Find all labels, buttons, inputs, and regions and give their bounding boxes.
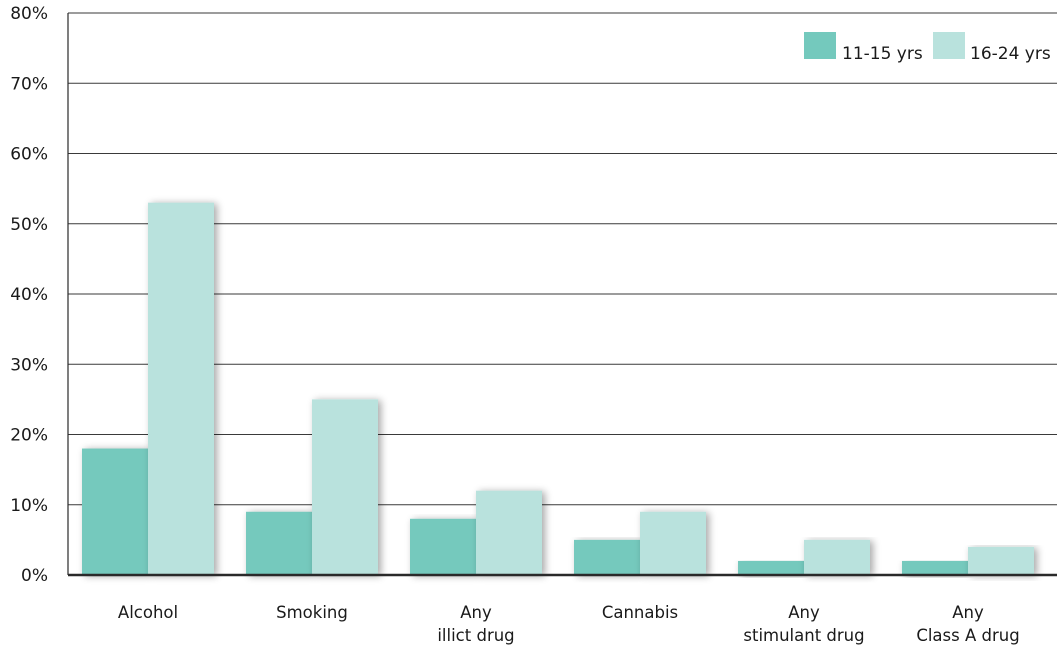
gridlines: [68, 12, 1057, 506]
legend-swatch: [933, 32, 965, 59]
y-tick-label: 80%: [10, 4, 48, 24]
legend-label: 11-15 yrs: [842, 44, 923, 64]
category-label: Any: [952, 603, 984, 622]
y-tick-label: 20%: [10, 426, 48, 446]
category-label: Any: [460, 603, 492, 622]
bar-series-1: [738, 560, 804, 575]
category-label: Alcohol: [118, 603, 178, 622]
bar-series-2: [640, 511, 706, 575]
bars: [82, 202, 1034, 576]
axes: [67, 13, 1057, 577]
x-axis-category-labels: Alcohol Smoking Any illict drug Cannabis Any s…: [118, 603, 1020, 645]
legend: 11-15 yrs 16-24 yrs: [804, 32, 1051, 64]
category-label: Any: [788, 603, 820, 622]
bar-series-2: [804, 539, 870, 575]
bar-series-1: [246, 511, 312, 575]
category-label: stimulant drug: [743, 626, 864, 645]
bar-series-2: [312, 399, 378, 575]
category-label: Smoking: [276, 603, 348, 622]
legend-swatch: [804, 32, 836, 59]
y-axis-tick-labels: 0% 10% 20% 30% 40% 50% 60% 70% 80%: [10, 4, 48, 586]
bar-series-1: [574, 539, 640, 575]
category-label: Class A drug: [916, 626, 1019, 645]
y-tick-label: 60%: [10, 145, 48, 165]
legend-label: 16-24 yrs: [970, 44, 1051, 64]
bar-series-1: [82, 448, 148, 575]
y-tick-label: 0%: [21, 566, 48, 586]
bar-series-1: [902, 560, 968, 575]
y-tick-label: 10%: [10, 496, 48, 516]
bar-series-2: [148, 202, 214, 576]
category-label: Cannabis: [602, 603, 678, 622]
y-tick-label: 70%: [10, 74, 48, 94]
y-tick-label: 30%: [10, 355, 48, 375]
y-tick-label: 40%: [10, 285, 48, 305]
bar-series-2: [968, 546, 1034, 575]
bar-series-2: [476, 490, 542, 575]
bar-series-1: [410, 518, 476, 575]
category-label: illict drug: [437, 626, 514, 645]
y-tick-label: 50%: [10, 215, 48, 235]
